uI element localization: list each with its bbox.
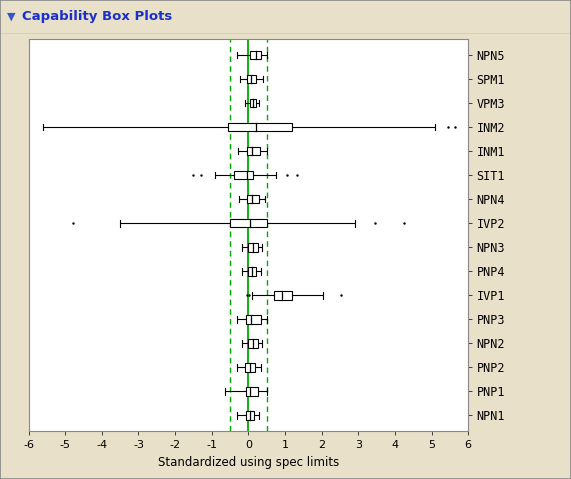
FancyBboxPatch shape [246,387,258,396]
FancyBboxPatch shape [248,243,258,251]
FancyBboxPatch shape [250,99,256,107]
FancyBboxPatch shape [245,363,255,372]
FancyBboxPatch shape [247,75,256,83]
FancyBboxPatch shape [228,123,292,131]
FancyBboxPatch shape [247,195,259,204]
FancyBboxPatch shape [230,219,267,228]
Text: Capability Box Plots: Capability Box Plots [22,10,172,23]
Text: ▼: ▼ [7,11,15,22]
X-axis label: Standardized using spec limits: Standardized using spec limits [158,456,339,468]
FancyBboxPatch shape [235,171,253,180]
FancyBboxPatch shape [248,339,258,348]
FancyBboxPatch shape [247,147,260,155]
FancyBboxPatch shape [248,267,256,275]
FancyBboxPatch shape [246,411,254,420]
FancyBboxPatch shape [246,315,261,324]
FancyBboxPatch shape [274,291,292,299]
FancyBboxPatch shape [250,51,261,59]
